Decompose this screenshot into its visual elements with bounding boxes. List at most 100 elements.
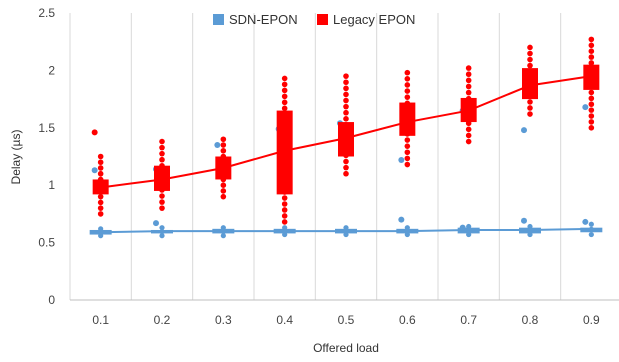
- box: [92, 179, 109, 195]
- whisker-dot: [404, 94, 411, 100]
- whisker-dot: [404, 155, 411, 162]
- whisker-dot: [588, 101, 595, 108]
- x-tick-label: 0.5: [338, 313, 355, 327]
- whisker-dot: [588, 125, 595, 131]
- whisker-dot: [97, 193, 104, 200]
- whisker-dot: [527, 99, 533, 105]
- whisker-dot: [220, 233, 226, 239]
- whisker-dot: [343, 103, 349, 110]
- whisker-dot: [281, 93, 288, 100]
- whisker-dot: [281, 213, 288, 219]
- outlier-point: [214, 142, 221, 149]
- box: [522, 68, 538, 100]
- whisker-dot: [220, 142, 227, 148]
- x-tick-label: 0.9: [583, 313, 600, 327]
- x-axis-title: Offered load: [313, 341, 379, 355]
- box: [335, 228, 357, 234]
- whisker-dot: [404, 88, 411, 94]
- whisker-dot: [588, 95, 595, 102]
- whisker-dot: [404, 137, 411, 143]
- whisker-dot: [159, 205, 165, 211]
- whisker-dot: [527, 56, 533, 63]
- box: [151, 229, 173, 234]
- legend-swatch-sdn-epon: [213, 14, 224, 25]
- x-tick-label: 0.6: [399, 313, 416, 327]
- whisker-dot: [281, 219, 288, 225]
- whisker-dot: [281, 105, 288, 112]
- whisker-dot: [527, 44, 533, 51]
- whisker-dot: [343, 109, 349, 116]
- whisker-dot: [465, 126, 472, 133]
- box: [583, 64, 600, 90]
- whisker-dot: [281, 201, 288, 207]
- whisker-dot: [97, 199, 104, 206]
- whisker-dot: [281, 87, 288, 94]
- whisker-dot: [159, 225, 165, 231]
- whisker-dot: [404, 149, 411, 156]
- whisker-dot: [281, 207, 288, 213]
- axis-layer: 0 0.5 1 1.5 2 2.5 0.1 0.2 0.3 0.4 0.5 0.6 0.7 0.8 0.9: [38, 6, 619, 327]
- y-tick-label: 2.5: [38, 6, 55, 20]
- y-tick-label: 0.5: [38, 236, 55, 250]
- outlier-point: [459, 224, 466, 231]
- whisker-dot: [404, 161, 411, 168]
- x-tick-label: 0.4: [276, 313, 293, 327]
- whisker-dot: [220, 147, 227, 154]
- y-tick-label: 1.5: [38, 121, 55, 135]
- x-tick-label: 0.2: [154, 313, 171, 327]
- whisker-dot: [465, 71, 472, 78]
- whisker-dot: [343, 91, 349, 98]
- whisker-dot: [527, 62, 533, 69]
- x-tick-label: 0.8: [522, 313, 539, 327]
- outlier-point: [398, 156, 405, 163]
- whisker-dot: [343, 116, 349, 122]
- whisker-dot: [281, 81, 288, 88]
- whisker-dot: [588, 42, 595, 49]
- box: [519, 227, 541, 234]
- whisker-dot: [343, 73, 349, 79]
- outlier-point: [91, 167, 98, 174]
- whisker-dot: [281, 75, 288, 82]
- whisker-dot: [527, 50, 533, 57]
- whisker-dot: [343, 79, 349, 86]
- whisker-dot: [220, 136, 227, 143]
- whisker-dot: [588, 54, 595, 60]
- outlier-point: [582, 104, 589, 111]
- whisker-dot: [97, 211, 104, 217]
- whisker-dot: [465, 65, 472, 71]
- legend-label-sdn-epon: SDN-EPON: [229, 12, 298, 27]
- whisker-dot: [220, 193, 227, 200]
- whisker-dot: [588, 231, 594, 238]
- whisker-dot: [97, 159, 104, 166]
- whisker-dot: [159, 233, 165, 239]
- box: [460, 97, 477, 123]
- whisker-dot: [159, 199, 165, 205]
- whisker-dot: [588, 89, 595, 96]
- outlier-point: [398, 216, 405, 223]
- x-tick-label: 0.1: [92, 313, 109, 327]
- x-tick-label: 0.7: [460, 313, 477, 327]
- whisker-dot: [588, 36, 595, 43]
- whisker-dot: [527, 105, 533, 111]
- box: [212, 228, 235, 234]
- legend-label-legacy-epon: Legacy EPON: [333, 12, 415, 27]
- whisker-dot: [465, 138, 472, 145]
- series-layer: [89, 36, 603, 239]
- box: [276, 110, 293, 195]
- whisker-dot: [97, 153, 104, 160]
- whisker-dot: [588, 60, 595, 66]
- x-tick-label: 0.3: [215, 313, 232, 327]
- whisker-dot: [220, 182, 227, 188]
- whisker-dot: [404, 82, 411, 88]
- box: [215, 156, 232, 180]
- box: [580, 227, 603, 233]
- whisker-dot: [404, 69, 411, 76]
- whisker-dot: [159, 193, 165, 199]
- box: [457, 227, 480, 234]
- whisker-dot: [588, 221, 594, 227]
- outlier-point: [582, 218, 589, 225]
- whisker-dot: [465, 132, 472, 139]
- whisker-dot: [465, 77, 472, 84]
